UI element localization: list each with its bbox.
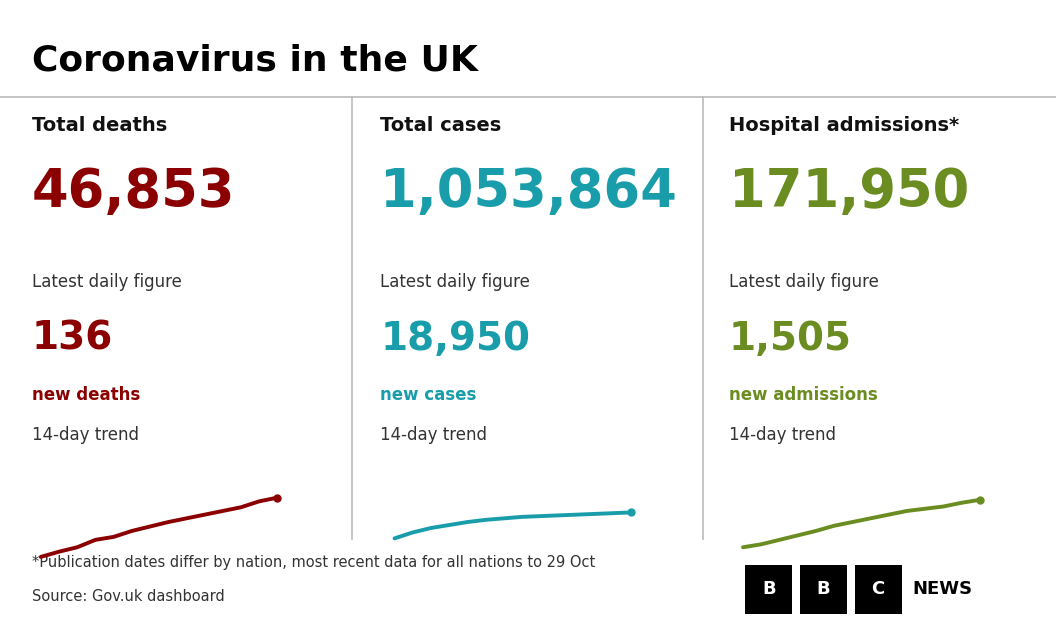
Text: C: C: [871, 581, 885, 598]
Text: 1,053,864: 1,053,864: [380, 166, 677, 218]
Text: Latest daily figure: Latest daily figure: [32, 273, 182, 291]
Text: *Publication dates differ by nation, most recent data for all nations to 29 Oct: *Publication dates differ by nation, mos…: [32, 555, 595, 570]
Text: NEWS: NEWS: [912, 581, 973, 598]
Text: 46,853: 46,853: [32, 166, 235, 218]
Text: 14-day trend: 14-day trend: [32, 426, 138, 445]
FancyBboxPatch shape: [746, 565, 792, 614]
Text: new cases: new cases: [380, 386, 476, 404]
Text: Hospital admissions*: Hospital admissions*: [729, 116, 959, 135]
Text: Total cases: Total cases: [380, 116, 502, 135]
Text: 14-day trend: 14-day trend: [729, 426, 835, 445]
Text: new deaths: new deaths: [32, 386, 140, 404]
Text: 1,505: 1,505: [729, 320, 851, 358]
Text: Source: Gov.uk dashboard: Source: Gov.uk dashboard: [32, 589, 225, 604]
Text: 136: 136: [32, 320, 113, 358]
Text: 18,950: 18,950: [380, 320, 530, 358]
Text: Coronavirus in the UK: Coronavirus in the UK: [32, 44, 477, 78]
Text: B: B: [762, 581, 775, 598]
Text: new admissions: new admissions: [729, 386, 878, 404]
FancyBboxPatch shape: [854, 565, 902, 614]
Text: Total deaths: Total deaths: [32, 116, 167, 135]
Text: Latest daily figure: Latest daily figure: [729, 273, 879, 291]
Text: 14-day trend: 14-day trend: [380, 426, 487, 445]
Text: B: B: [816, 581, 830, 598]
Text: 171,950: 171,950: [729, 166, 969, 218]
Text: Latest daily figure: Latest daily figure: [380, 273, 530, 291]
FancyBboxPatch shape: [799, 565, 847, 614]
